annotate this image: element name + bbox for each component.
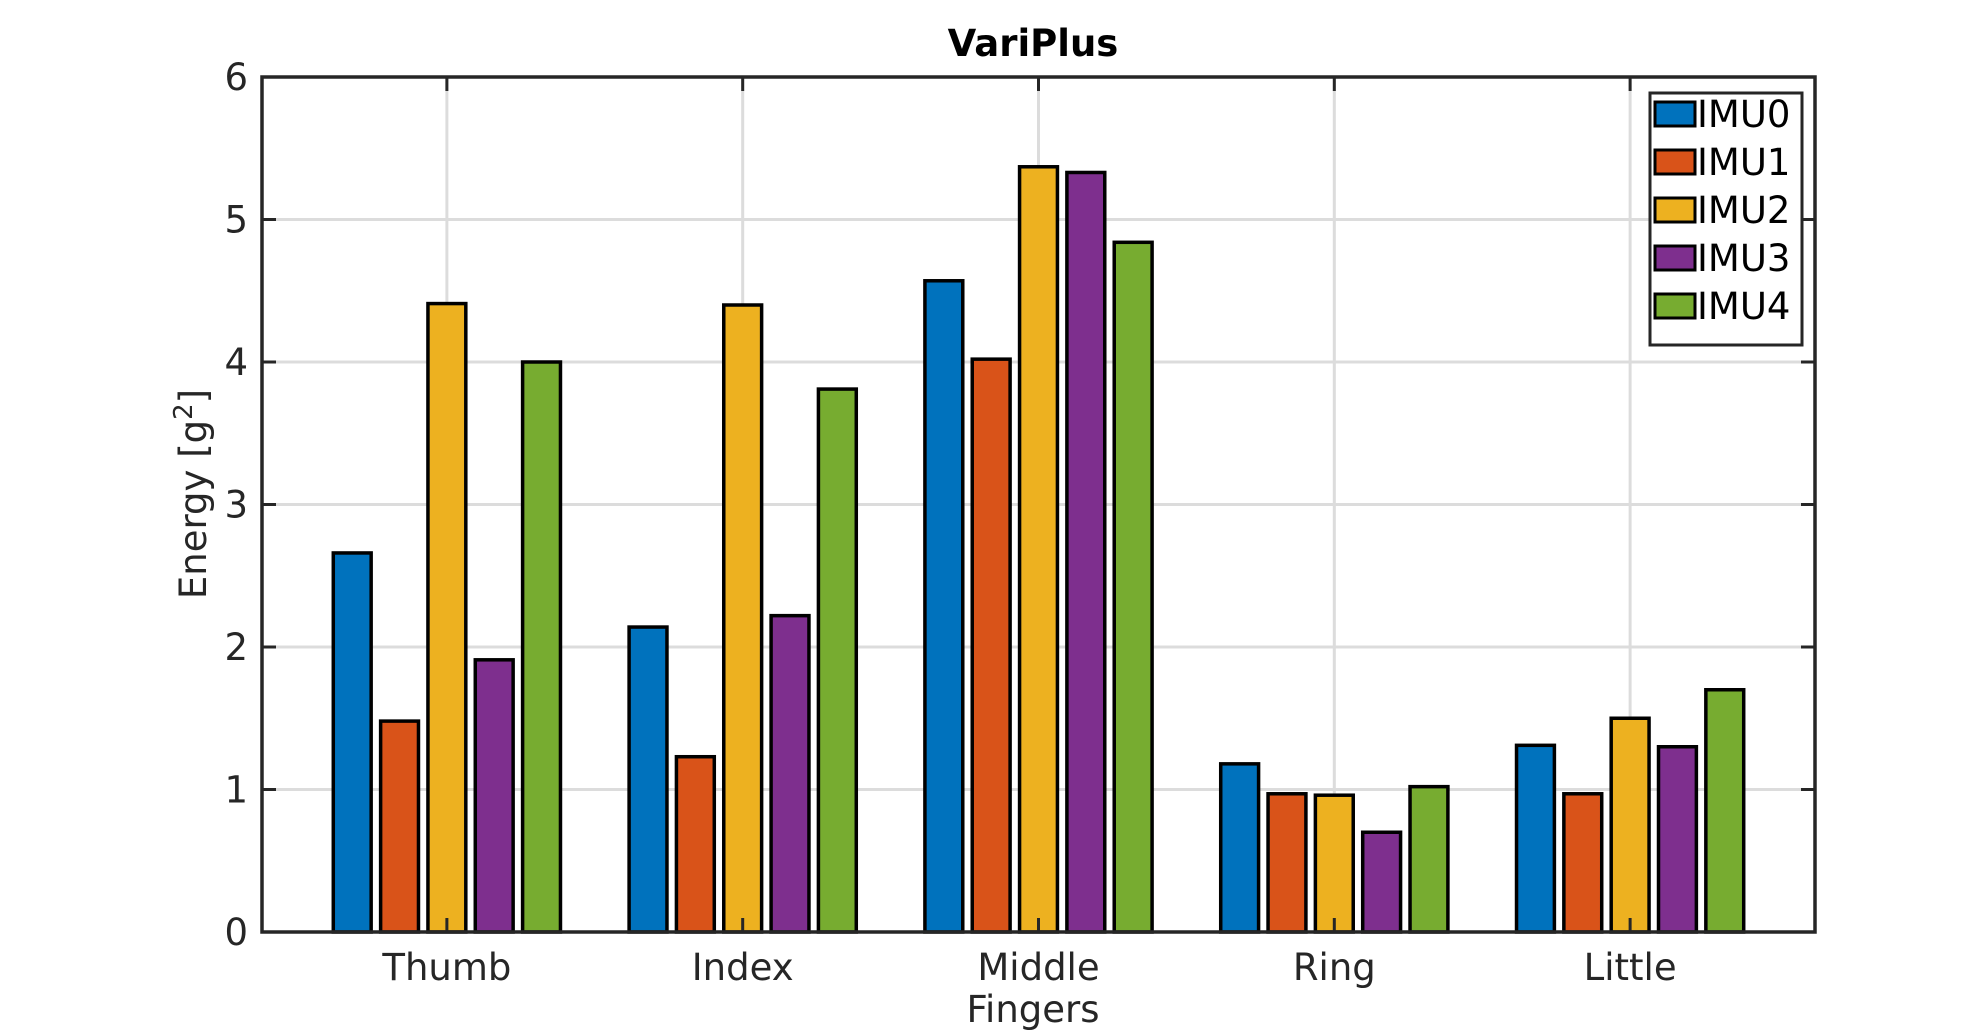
axes — [260, 75, 1817, 934]
bar-index-imu2 — [722, 303, 764, 934]
y-tick-label: 2 — [224, 626, 248, 669]
x-tick-label-little: Little — [1584, 946, 1677, 989]
legend-label-imu1: IMU1 — [1697, 141, 1790, 184]
legend-swatch-imu4 — [1653, 292, 1697, 320]
bar-index-imu3 — [769, 613, 811, 934]
legend: IMU0 IMU1 IMU2 IMU3 IMU4 — [1648, 91, 1804, 347]
y-axis-label: Energy [g2] — [169, 389, 215, 599]
bar-ring-imu3 — [1360, 830, 1403, 934]
bar-ring-imu1 — [1266, 792, 1308, 934]
y-axis-label-suffix: ] — [172, 389, 215, 403]
bar-thumb-imu3 — [473, 658, 515, 934]
legend-label-imu4: IMU4 — [1697, 285, 1790, 328]
bar-thumb-imu0 — [331, 551, 373, 934]
legend-label-imu0: IMU0 — [1697, 93, 1790, 136]
bar-ring-imu0 — [1218, 762, 1261, 934]
y-tick-label: 5 — [224, 199, 248, 242]
bar-index-imu4 — [816, 387, 859, 934]
bar-little-imu0 — [1514, 743, 1557, 934]
bar-little-imu2 — [1609, 716, 1651, 934]
x-tick-label-ring: Ring — [1293, 946, 1376, 989]
legend-swatch-imu0 — [1653, 100, 1697, 128]
chart-title: VariPlus — [948, 22, 1119, 65]
bar-ring-imu2 — [1313, 793, 1355, 934]
y-tick-label: 0 — [224, 911, 248, 954]
x-axis-label: Fingers — [966, 988, 1099, 1031]
bar-thumb-imu4 — [520, 360, 563, 934]
bar-middle-imu2 — [1017, 165, 1060, 934]
y-axis-label-main: Energy [g — [172, 420, 215, 599]
y-tick-label: 6 — [224, 56, 248, 99]
legend-swatch-imu2 — [1653, 196, 1697, 224]
bar-middle-imu4 — [1112, 240, 1154, 934]
y-tick-label: 1 — [224, 769, 248, 812]
x-tick-label-index: Index — [692, 946, 794, 989]
bar-little-imu1 — [1562, 792, 1604, 934]
y-axis-label-superscript: 2 — [169, 403, 199, 420]
bar-middle-imu3 — [1065, 170, 1107, 934]
legend-label-imu3: IMU3 — [1697, 237, 1790, 280]
x-tick-labels: Thumb Index Middle Ring Little — [381, 946, 1676, 989]
legend-label-imu2: IMU2 — [1697, 189, 1790, 232]
bar-thumb-imu2 — [426, 301, 468, 934]
legend-swatch-imu3 — [1653, 244, 1697, 272]
legend-swatch-imu1 — [1653, 148, 1697, 176]
bar-thumb-imu1 — [378, 719, 421, 934]
y-tick-label: 3 — [224, 484, 248, 527]
y-tick-labels: 0 1 2 3 4 5 6 — [224, 56, 248, 954]
y-tick-label: 4 — [224, 341, 248, 384]
x-tick-label-thumb: Thumb — [381, 946, 511, 989]
bars — [331, 165, 1746, 934]
x-tick-label-middle: Middle — [977, 946, 1099, 989]
bar-ring-imu4 — [1408, 784, 1450, 934]
bar-middle-imu0 — [923, 279, 965, 934]
bar-index-imu1 — [674, 754, 717, 934]
bar-index-imu0 — [627, 625, 669, 934]
bar-middle-imu1 — [970, 357, 1012, 934]
bar-little-imu4 — [1704, 688, 1746, 934]
bar-little-imu3 — [1656, 745, 1699, 934]
